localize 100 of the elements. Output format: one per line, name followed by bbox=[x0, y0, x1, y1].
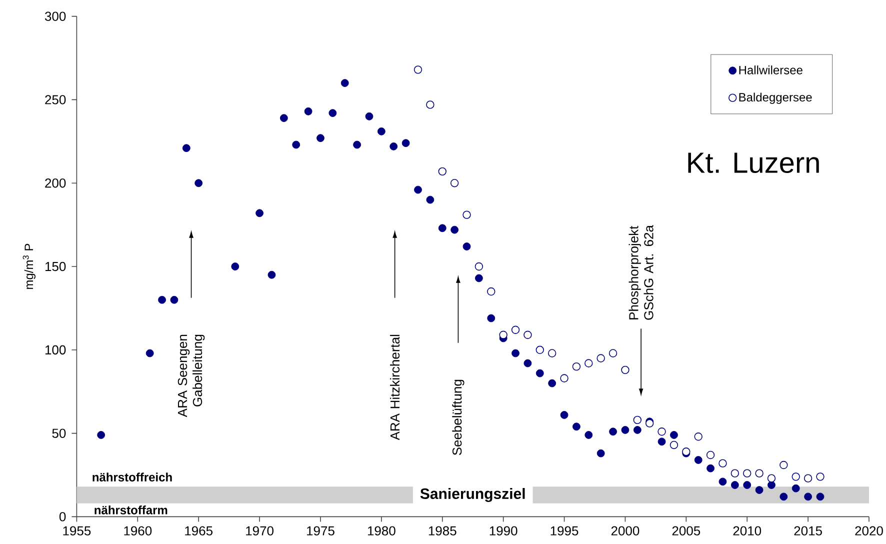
point bbox=[474, 262, 484, 271]
y-axis-title: mg/m$^{3}$ P bbox=[22, 244, 36, 289]
point bbox=[390, 142, 398, 150]
point bbox=[718, 459, 727, 468]
point bbox=[694, 432, 702, 441]
point bbox=[158, 296, 166, 304]
annotation: Seebelüftung bbox=[452, 380, 464, 456]
x-tick-label: 1970 bbox=[246, 526, 274, 536]
point bbox=[804, 492, 812, 501]
point bbox=[792, 472, 800, 481]
legend-label: Hallwilersee bbox=[739, 66, 802, 74]
legend-label: Baldeggersee bbox=[739, 92, 812, 104]
annotation: Kt. Luzern bbox=[688, 152, 819, 174]
point bbox=[426, 100, 434, 109]
point bbox=[524, 330, 532, 339]
point bbox=[596, 449, 605, 458]
point bbox=[182, 144, 190, 152]
y-tick-label: 100 bbox=[45, 345, 66, 354]
point bbox=[414, 186, 422, 194]
point bbox=[365, 112, 374, 120]
x-tick-label: 1955 bbox=[63, 526, 91, 536]
annotation: ARA Hitzkirchertal bbox=[390, 334, 400, 440]
point bbox=[487, 314, 496, 322]
annotation: ARA Seengen Gabelleitung bbox=[178, 334, 205, 418]
point bbox=[438, 224, 446, 232]
point bbox=[633, 426, 642, 434]
point bbox=[536, 346, 544, 354]
point bbox=[560, 374, 568, 382]
x-tick-label: 1960 bbox=[124, 526, 152, 536]
annotation: Phosphorprojekt GSchG Art. 62a bbox=[628, 225, 654, 320]
point bbox=[304, 107, 312, 116]
point bbox=[658, 438, 666, 446]
point bbox=[780, 460, 788, 470]
point bbox=[438, 167, 446, 176]
point bbox=[256, 209, 264, 218]
point bbox=[730, 469, 740, 478]
y-tick-label: 200 bbox=[45, 178, 66, 188]
annotation: nährstoffarm bbox=[94, 506, 168, 514]
point bbox=[450, 179, 459, 188]
y-tick-label: 300 bbox=[44, 12, 66, 21]
point bbox=[560, 411, 568, 419]
x-tick-label: 1965 bbox=[185, 526, 213, 536]
x-tick-label: 2010 bbox=[733, 526, 762, 536]
point bbox=[499, 330, 508, 339]
point bbox=[450, 226, 459, 234]
point bbox=[414, 66, 422, 74]
band-label: Sanierungsziel bbox=[420, 488, 525, 502]
point bbox=[340, 79, 349, 87]
point bbox=[462, 210, 471, 219]
point bbox=[353, 140, 362, 149]
point bbox=[462, 242, 471, 250]
point bbox=[658, 428, 666, 436]
point bbox=[402, 139, 410, 148]
point bbox=[730, 481, 739, 489]
point bbox=[316, 134, 324, 142]
point bbox=[97, 431, 106, 439]
point bbox=[524, 359, 532, 368]
x-tick-label: 2020 bbox=[855, 526, 883, 536]
point bbox=[548, 379, 556, 388]
x-tick-label: 2000 bbox=[611, 526, 640, 536]
y-tick-label: 50 bbox=[52, 428, 66, 438]
point bbox=[755, 469, 764, 478]
point bbox=[170, 296, 178, 304]
y-tick-label: 0 bbox=[59, 512, 66, 522]
point bbox=[706, 450, 715, 460]
point bbox=[767, 474, 776, 482]
point bbox=[743, 481, 752, 489]
point bbox=[780, 492, 788, 501]
point bbox=[328, 109, 337, 117]
point bbox=[621, 366, 630, 374]
point bbox=[608, 349, 618, 358]
point bbox=[487, 287, 496, 296]
y-tick-label: 150 bbox=[45, 262, 66, 272]
point bbox=[512, 349, 520, 358]
point bbox=[670, 431, 678, 439]
point bbox=[548, 349, 556, 358]
point bbox=[596, 354, 605, 362]
point bbox=[268, 270, 276, 279]
x-tick-label: 1985 bbox=[428, 526, 456, 536]
point bbox=[231, 262, 240, 270]
point bbox=[426, 196, 434, 204]
point bbox=[768, 481, 776, 489]
point bbox=[572, 422, 580, 431]
point bbox=[280, 114, 288, 122]
point bbox=[816, 492, 824, 501]
y-tick-label: 250 bbox=[45, 95, 66, 104]
point bbox=[584, 431, 593, 439]
annotation: nährstoffreich bbox=[92, 472, 172, 482]
point bbox=[755, 486, 764, 494]
point bbox=[718, 478, 727, 486]
point bbox=[816, 472, 824, 481]
x-tick-label: 1980 bbox=[368, 526, 396, 536]
x-tick-label: 1990 bbox=[490, 526, 518, 536]
point bbox=[804, 474, 812, 482]
point bbox=[194, 179, 203, 188]
point bbox=[511, 326, 520, 334]
point bbox=[706, 464, 714, 472]
x-tick-label: 2005 bbox=[672, 526, 700, 536]
point bbox=[743, 469, 752, 478]
x-tick-label: 1975 bbox=[307, 526, 334, 536]
